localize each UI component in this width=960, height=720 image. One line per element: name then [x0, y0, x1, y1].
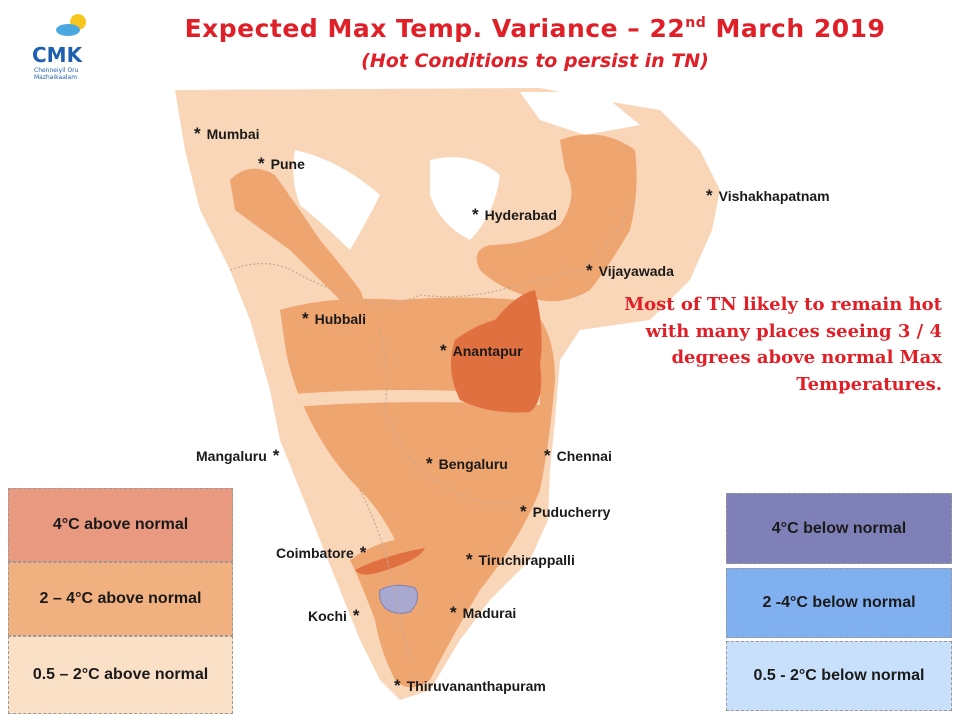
city-label-madurai: * Madurai: [450, 603, 517, 622]
sun-cloud-icon: CMK Chenneiyil Oru Mazhaikaalam: [21, 13, 86, 85]
city-label-kochi: Kochi *: [308, 606, 360, 625]
logo-tagline-2: Mazhaikaalam: [34, 74, 77, 81]
region-normal-deccan: [293, 150, 380, 250]
state-border-karnataka-maharashtra: [229, 262, 421, 305]
title-main: Expected Max Temp. Variance – 22: [184, 14, 686, 43]
legend-below-4c: 4°C below normal: [726, 493, 952, 564]
legend-above-2-4c: 2 – 4°C above normal: [8, 562, 233, 636]
state-border-karnataka-tn: [379, 329, 521, 504]
state-border-kerala-tn: [359, 489, 411, 661]
page-title: Expected Max Temp. Variance – 22nd March…: [120, 14, 950, 43]
logo-text: CMK: [32, 43, 84, 67]
legend-below-2-4c: 2 -4°C below normal: [726, 568, 952, 638]
region-moderate-anomaly-east: [476, 134, 637, 302]
legend-below-0-5-2c: 0.5 - 2°C below normal: [726, 641, 952, 711]
region-below-normal-patch: [379, 584, 419, 614]
brand-logo: CMK Chenneiyil Oru Mazhaikaalam: [8, 8, 98, 88]
legend-above-0-5-2c: 0.5 – 2°C above normal: [8, 636, 233, 714]
city-label-vishakhapatnam: * Vishakhapatnam: [706, 186, 830, 205]
city-label-anantapur: * Anantapur: [440, 341, 523, 360]
city-label-coimbatore: Coimbatore *: [276, 543, 367, 562]
city-label-tiruchirappalli: * Tiruchirappalli: [466, 550, 575, 569]
city-label-hubbali: * Hubbali: [302, 309, 366, 328]
city-label-pune: * Pune: [258, 154, 305, 173]
city-label-puducherry: * Puducherry: [520, 502, 611, 521]
forecast-note: Most of TN likely to remain hot with man…: [624, 294, 942, 395]
state-border-ap-telangana: [419, 199, 636, 298]
legend-above-4c: 4°C above normal: [8, 488, 233, 562]
title-ordinal: nd: [685, 15, 707, 31]
city-label-mumbai: * Mumbai: [194, 124, 260, 143]
city-label-chennai: * Chennai: [544, 446, 612, 465]
city-label-thiruvananthapuram: * Thiruvananthapuram: [394, 676, 546, 695]
logo-tagline-1: Chenneiyil Oru: [34, 67, 79, 74]
page-subtitle: (Hot Conditions to persist in TN): [361, 50, 709, 72]
region-normal-north: [520, 92, 640, 135]
region-strong-anomaly-anantapur: [451, 290, 542, 413]
title-rest: March 2019: [706, 14, 886, 43]
city-label-hyderabad: * Hyderabad: [472, 205, 557, 224]
city-label-mangaluru: Mangaluru *: [196, 446, 280, 465]
region-normal-telangana: [430, 157, 500, 240]
city-label-vijayawada: * Vijayawada: [586, 261, 674, 280]
region-moderate-anomaly-west: [230, 168, 364, 310]
region-strong-anomaly-coimbatore: [355, 548, 425, 575]
city-label-bengaluru: * Bengaluru: [426, 454, 508, 473]
